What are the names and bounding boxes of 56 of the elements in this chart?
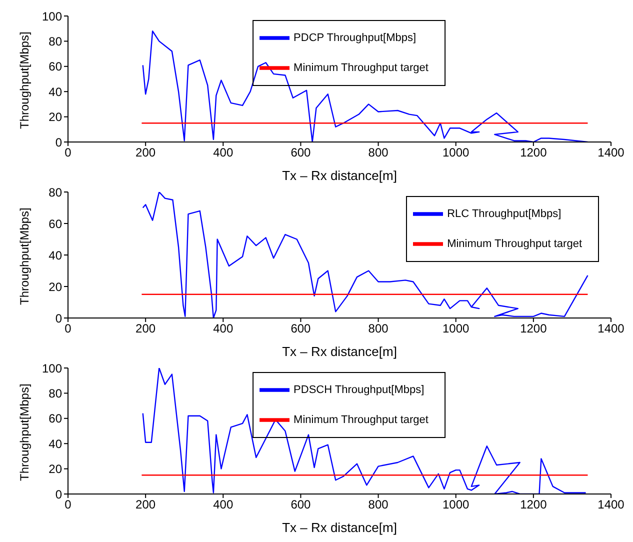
- x-tick-label: 600: [290, 322, 312, 336]
- y-tick-label: 100: [42, 361, 62, 376]
- y-tick-label: 60: [48, 412, 62, 426]
- y-tick-label: 20: [48, 280, 62, 294]
- x-tick-label: 400: [213, 322, 234, 336]
- x-tick-label: 800: [368, 146, 389, 160]
- y-tick-label: 80: [48, 34, 62, 48]
- line-series: [142, 30, 588, 142]
- x-tick-label: 1200: [520, 322, 548, 336]
- x-tick-label: 400: [213, 146, 234, 160]
- y-tick-label: 0: [55, 135, 62, 150]
- y-tick-label: 80: [48, 185, 62, 200]
- x-tick-label: 0: [64, 146, 72, 160]
- y-tick-label: 60: [48, 60, 62, 74]
- y-tick-label: 40: [48, 436, 62, 451]
- x-tick-label: 1000: [442, 146, 470, 160]
- legend-label: PDCP Throughput[Mbps]: [294, 32, 416, 44]
- x-tick-label: 800: [368, 498, 389, 512]
- x-tick-label: 1400: [598, 322, 625, 336]
- x-axis-title: Tx – Rx distance[m]: [282, 344, 397, 359]
- x-tick-label: 200: [136, 146, 156, 160]
- x-tick-label: 200: [136, 498, 156, 512]
- y-tick-label: 0: [55, 311, 62, 326]
- x-tick-label: 1200: [520, 498, 548, 512]
- x-axis-title: Tx – Rx distance[m]: [282, 520, 397, 535]
- legend-label: PDSCH Throughput[Mbps]: [294, 384, 424, 396]
- x-tick-label: 600: [290, 498, 312, 512]
- y-axis-title: Throughput[Mbps]: [17, 32, 32, 129]
- x-tick-label: 0: [64, 322, 72, 336]
- legend-label: Minimum Throughput target: [294, 414, 428, 426]
- x-tick-label: 600: [290, 146, 312, 160]
- y-axis-title: Throughput[Mbps]: [17, 208, 32, 305]
- y-tick-label: 100: [42, 9, 62, 24]
- legend-label: RLC Throughput[Mbps]: [447, 208, 562, 220]
- y-tick-label: 40: [48, 84, 62, 99]
- y-axis-title: Throughput[Mbps]: [17, 384, 32, 481]
- legend-label: Minimum Throughput target: [447, 238, 582, 250]
- x-tick-label: 1200: [520, 146, 548, 160]
- x-tick-label: 800: [368, 322, 389, 336]
- y-tick-label: 20: [48, 462, 62, 476]
- x-tick-label: 400: [213, 498, 234, 512]
- x-tick-label: 1000: [442, 322, 470, 336]
- x-tick-label: 1000: [442, 498, 470, 512]
- line-series: [142, 368, 586, 494]
- y-tick-label: 60: [48, 216, 62, 231]
- x-tick-label: 0: [64, 498, 72, 512]
- y-tick-label: 80: [48, 386, 62, 400]
- y-tick-label: 0: [55, 487, 62, 502]
- x-axis-title: Tx – Rx distance[m]: [282, 168, 397, 183]
- y-tick-label: 40: [48, 248, 62, 262]
- line-series: [142, 192, 588, 318]
- x-tick-label: 200: [136, 322, 156, 336]
- legend-label: Minimum Throughput target: [294, 62, 428, 74]
- x-tick-label: 1400: [598, 146, 625, 160]
- x-tick-label: 1400: [598, 498, 625, 512]
- y-tick-label: 20: [48, 110, 62, 124]
